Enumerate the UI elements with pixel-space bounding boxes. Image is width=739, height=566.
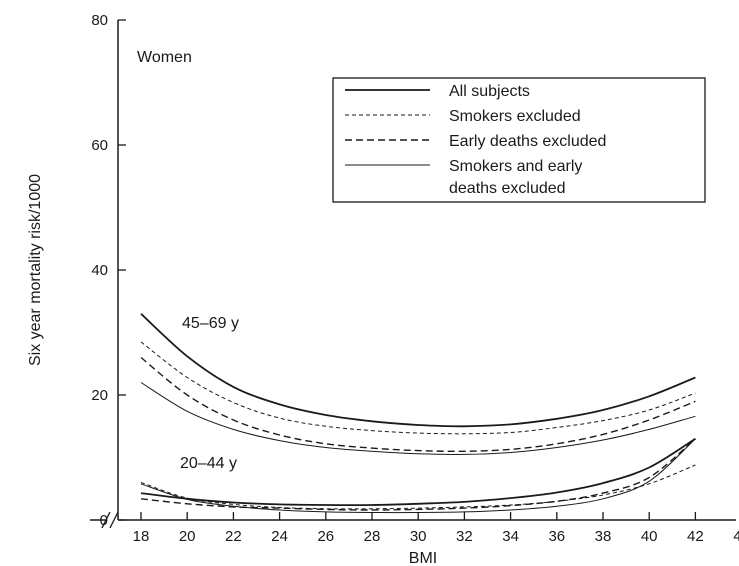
x-tick-label-13: 44 — [733, 528, 739, 545]
x-tick-label-6: 30 — [410, 528, 427, 545]
x-tick-label-4: 26 — [317, 528, 334, 545]
y-tick-label-0: 0 — [100, 512, 108, 529]
series-line-older-solid-thin — [140, 382, 696, 455]
x-tick-label-5: 28 — [364, 528, 381, 545]
series-line-younger-solid-thin — [140, 438, 696, 514]
legend: All subjects Smokers excluded Early deat… — [332, 77, 706, 203]
x-tick-label-11: 40 — [641, 528, 658, 545]
x-tick-label-7: 32 — [456, 528, 473, 545]
panel-label: Women — [137, 49, 192, 66]
y-axis-ticks: 0 20 40 60 80 — [91, 12, 126, 529]
legend-label-deaths-excluded: deaths excluded — [449, 180, 566, 197]
series-layer — [140, 313, 696, 514]
group-label-older: 45–69 y — [182, 315, 239, 332]
series-line-younger-dashed-fine — [140, 464, 696, 510]
legend-label-all-subjects: All subjects — [449, 83, 530, 100]
x-axis-title: BMI — [409, 550, 437, 566]
x-tick-label-12: 42 — [687, 528, 704, 545]
x-tick-label-2: 22 — [225, 528, 242, 545]
y-tick-label-4: 80 — [91, 12, 108, 29]
x-tick-label-9: 36 — [548, 528, 565, 545]
legend-label-smokers-excluded: Smokers excluded — [449, 108, 581, 125]
x-tick-label-10: 38 — [595, 528, 612, 545]
x-axis-ticks: 18 20 22 24 26 28 30 32 34 36 38 40 42 44 — [133, 512, 739, 545]
x-tick-label-1: 20 — [179, 528, 196, 545]
series-line-older-dashed — [140, 356, 696, 453]
x-tick-label-3: 24 — [271, 528, 288, 545]
x-tick-label-8: 34 — [502, 528, 519, 545]
y-tick-label-1: 20 — [91, 387, 108, 404]
x-axis-break — [101, 511, 119, 529]
legend-label-smokers-and-early: Smokers and early — [449, 158, 582, 175]
series-line-younger-solid-thick — [140, 438, 696, 507]
y-axis-title: Six year mortality risk/1000 — [27, 174, 44, 366]
series-line-older-solid-thick — [140, 313, 696, 428]
series-line-older-dashed-fine — [140, 341, 696, 435]
series-line-younger-dashed — [140, 438, 696, 511]
x-tick-label-0: 18 — [133, 528, 150, 545]
group-label-younger: 20–44 y — [180, 455, 237, 472]
y-tick-label-3: 60 — [91, 137, 108, 154]
y-tick-label-2: 40 — [91, 262, 108, 279]
legend-label-early-deaths-excluded: Early deaths excluded — [449, 133, 606, 150]
